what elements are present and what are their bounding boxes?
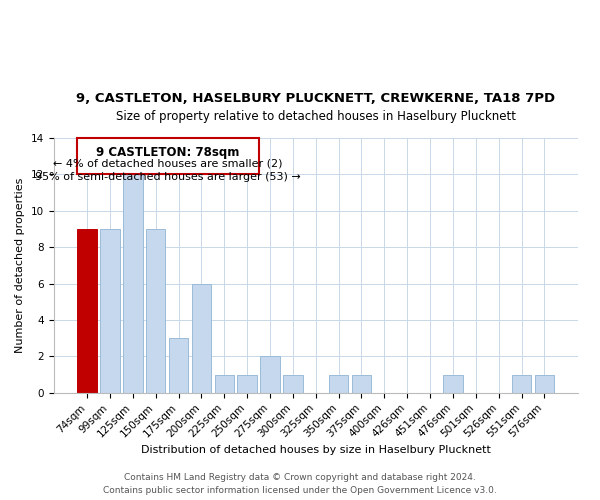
Bar — [123, 156, 143, 393]
Bar — [169, 338, 188, 393]
Bar — [512, 374, 531, 393]
X-axis label: Distribution of detached houses by size in Haselbury Plucknett: Distribution of detached houses by size … — [141, 445, 491, 455]
Y-axis label: Number of detached properties: Number of detached properties — [15, 178, 25, 353]
Text: Size of property relative to detached houses in Haselbury Plucknett: Size of property relative to detached ho… — [116, 110, 516, 123]
Text: 9 CASTLETON: 78sqm: 9 CASTLETON: 78sqm — [96, 146, 239, 159]
Text: 9, CASTLETON, HASELBURY PLUCKNETT, CREWKERNE, TA18 7PD: 9, CASTLETON, HASELBURY PLUCKNETT, CREWK… — [76, 92, 555, 105]
Bar — [146, 229, 166, 393]
Bar — [329, 374, 349, 393]
Bar — [535, 374, 554, 393]
Text: Contains HM Land Registry data © Crown copyright and database right 2024.
Contai: Contains HM Land Registry data © Crown c… — [103, 473, 497, 495]
Bar — [77, 229, 97, 393]
Text: ← 4% of detached houses are smaller (2): ← 4% of detached houses are smaller (2) — [53, 159, 283, 169]
Bar — [260, 356, 280, 393]
Bar — [191, 284, 211, 393]
Bar — [283, 374, 302, 393]
FancyBboxPatch shape — [77, 138, 259, 173]
Bar — [215, 374, 234, 393]
Bar — [238, 374, 257, 393]
Bar — [100, 229, 119, 393]
Bar — [352, 374, 371, 393]
Bar — [443, 374, 463, 393]
Text: 95% of semi-detached houses are larger (53) →: 95% of semi-detached houses are larger (… — [35, 172, 301, 181]
